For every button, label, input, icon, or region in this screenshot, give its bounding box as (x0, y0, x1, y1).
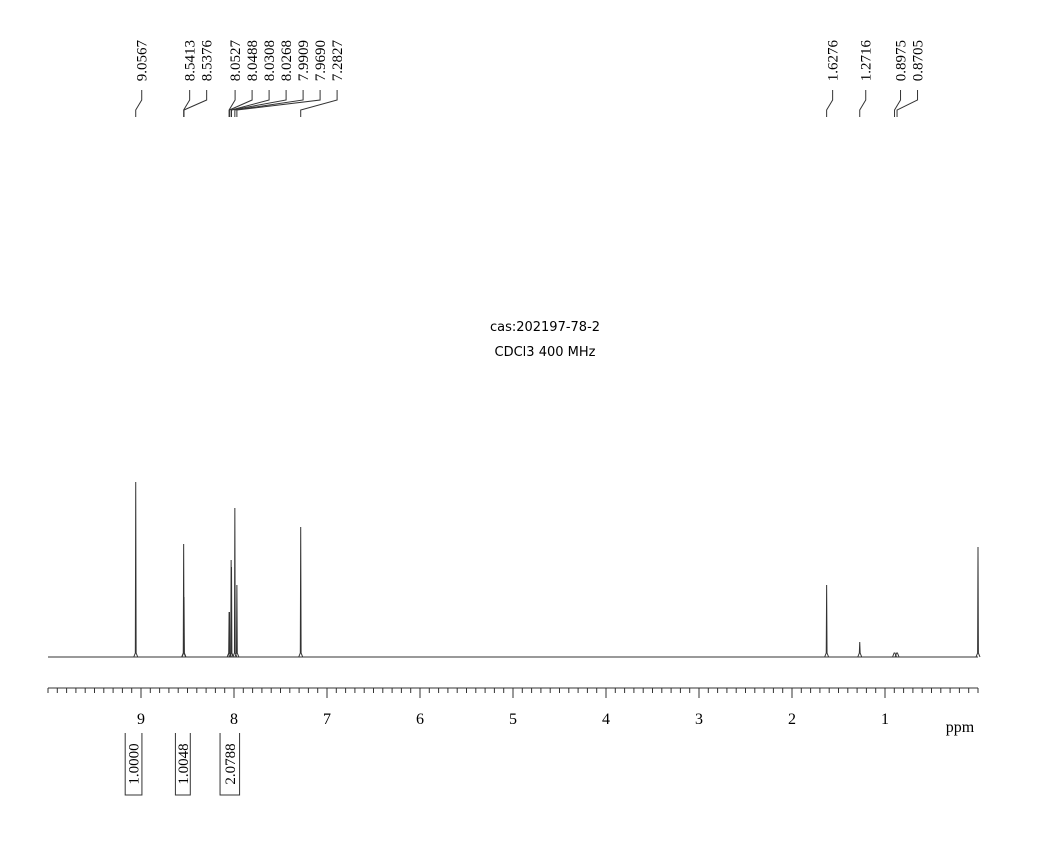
peak-label: 8.5376 (200, 40, 216, 82)
leader-line (135, 90, 143, 117)
x-tick-label: 7 (323, 711, 331, 728)
integral-bracket (174, 733, 191, 796)
leader-line (894, 90, 902, 117)
leader-line (300, 90, 338, 117)
peak-label: 7.9909 (296, 40, 312, 81)
peak (894, 652, 900, 658)
peak-label: 1.2716 (859, 40, 875, 82)
peak-label: 1.6276 (826, 40, 842, 82)
peak (892, 652, 897, 658)
x-tick-label: 4 (602, 711, 610, 728)
integral-bracket (219, 733, 241, 796)
peak-label: 8.0527 (228, 40, 244, 82)
peak (181, 596, 187, 658)
x-tick-label: 1 (881, 711, 889, 728)
x-tick-label: 9 (137, 711, 145, 728)
integral-label: 1.0000 (127, 743, 143, 784)
peak (824, 584, 830, 658)
x-tick-label: 6 (416, 711, 424, 728)
leader-line (859, 90, 867, 117)
peak (234, 584, 240, 658)
peak-label: 8.5413 (183, 40, 199, 81)
peak-label: 8.0308 (262, 40, 278, 81)
peak (975, 546, 981, 658)
peak-label: 0.8975 (894, 40, 910, 81)
integral-label: 1.0048 (176, 743, 192, 784)
x-tick-label: 3 (695, 711, 703, 728)
leader-line (228, 90, 253, 117)
x-tick-label: 2 (788, 711, 796, 728)
leader-line (896, 90, 919, 117)
x-tick-label: 8 (230, 711, 238, 728)
x-tick-label: 5 (509, 711, 517, 728)
leader-line (183, 90, 208, 117)
peak-label: 7.2827 (330, 40, 346, 82)
integral-label: 2.0788 (223, 743, 239, 784)
peak-label: 8.0268 (279, 40, 295, 81)
peak-label: 9.0567 (135, 40, 151, 82)
leader-line (183, 90, 191, 117)
leader-line (231, 90, 287, 117)
leader-line (826, 90, 834, 117)
leader-line (234, 90, 304, 117)
annotation: cas:202197-78-2 (490, 320, 600, 335)
peak (229, 566, 234, 658)
peak (298, 526, 304, 658)
leader-line (228, 90, 236, 117)
peak (133, 481, 139, 658)
peak-label: 8.0488 (245, 40, 261, 81)
peak-label: 0.8705 (911, 40, 927, 81)
integral-bracket (124, 733, 143, 796)
x-axis-label: ppm (946, 719, 975, 736)
leader-line (236, 90, 321, 117)
annotation: CDCl3 400 MHz (495, 345, 596, 360)
peak (857, 641, 863, 658)
peak-label: 7.9690 (313, 40, 329, 81)
